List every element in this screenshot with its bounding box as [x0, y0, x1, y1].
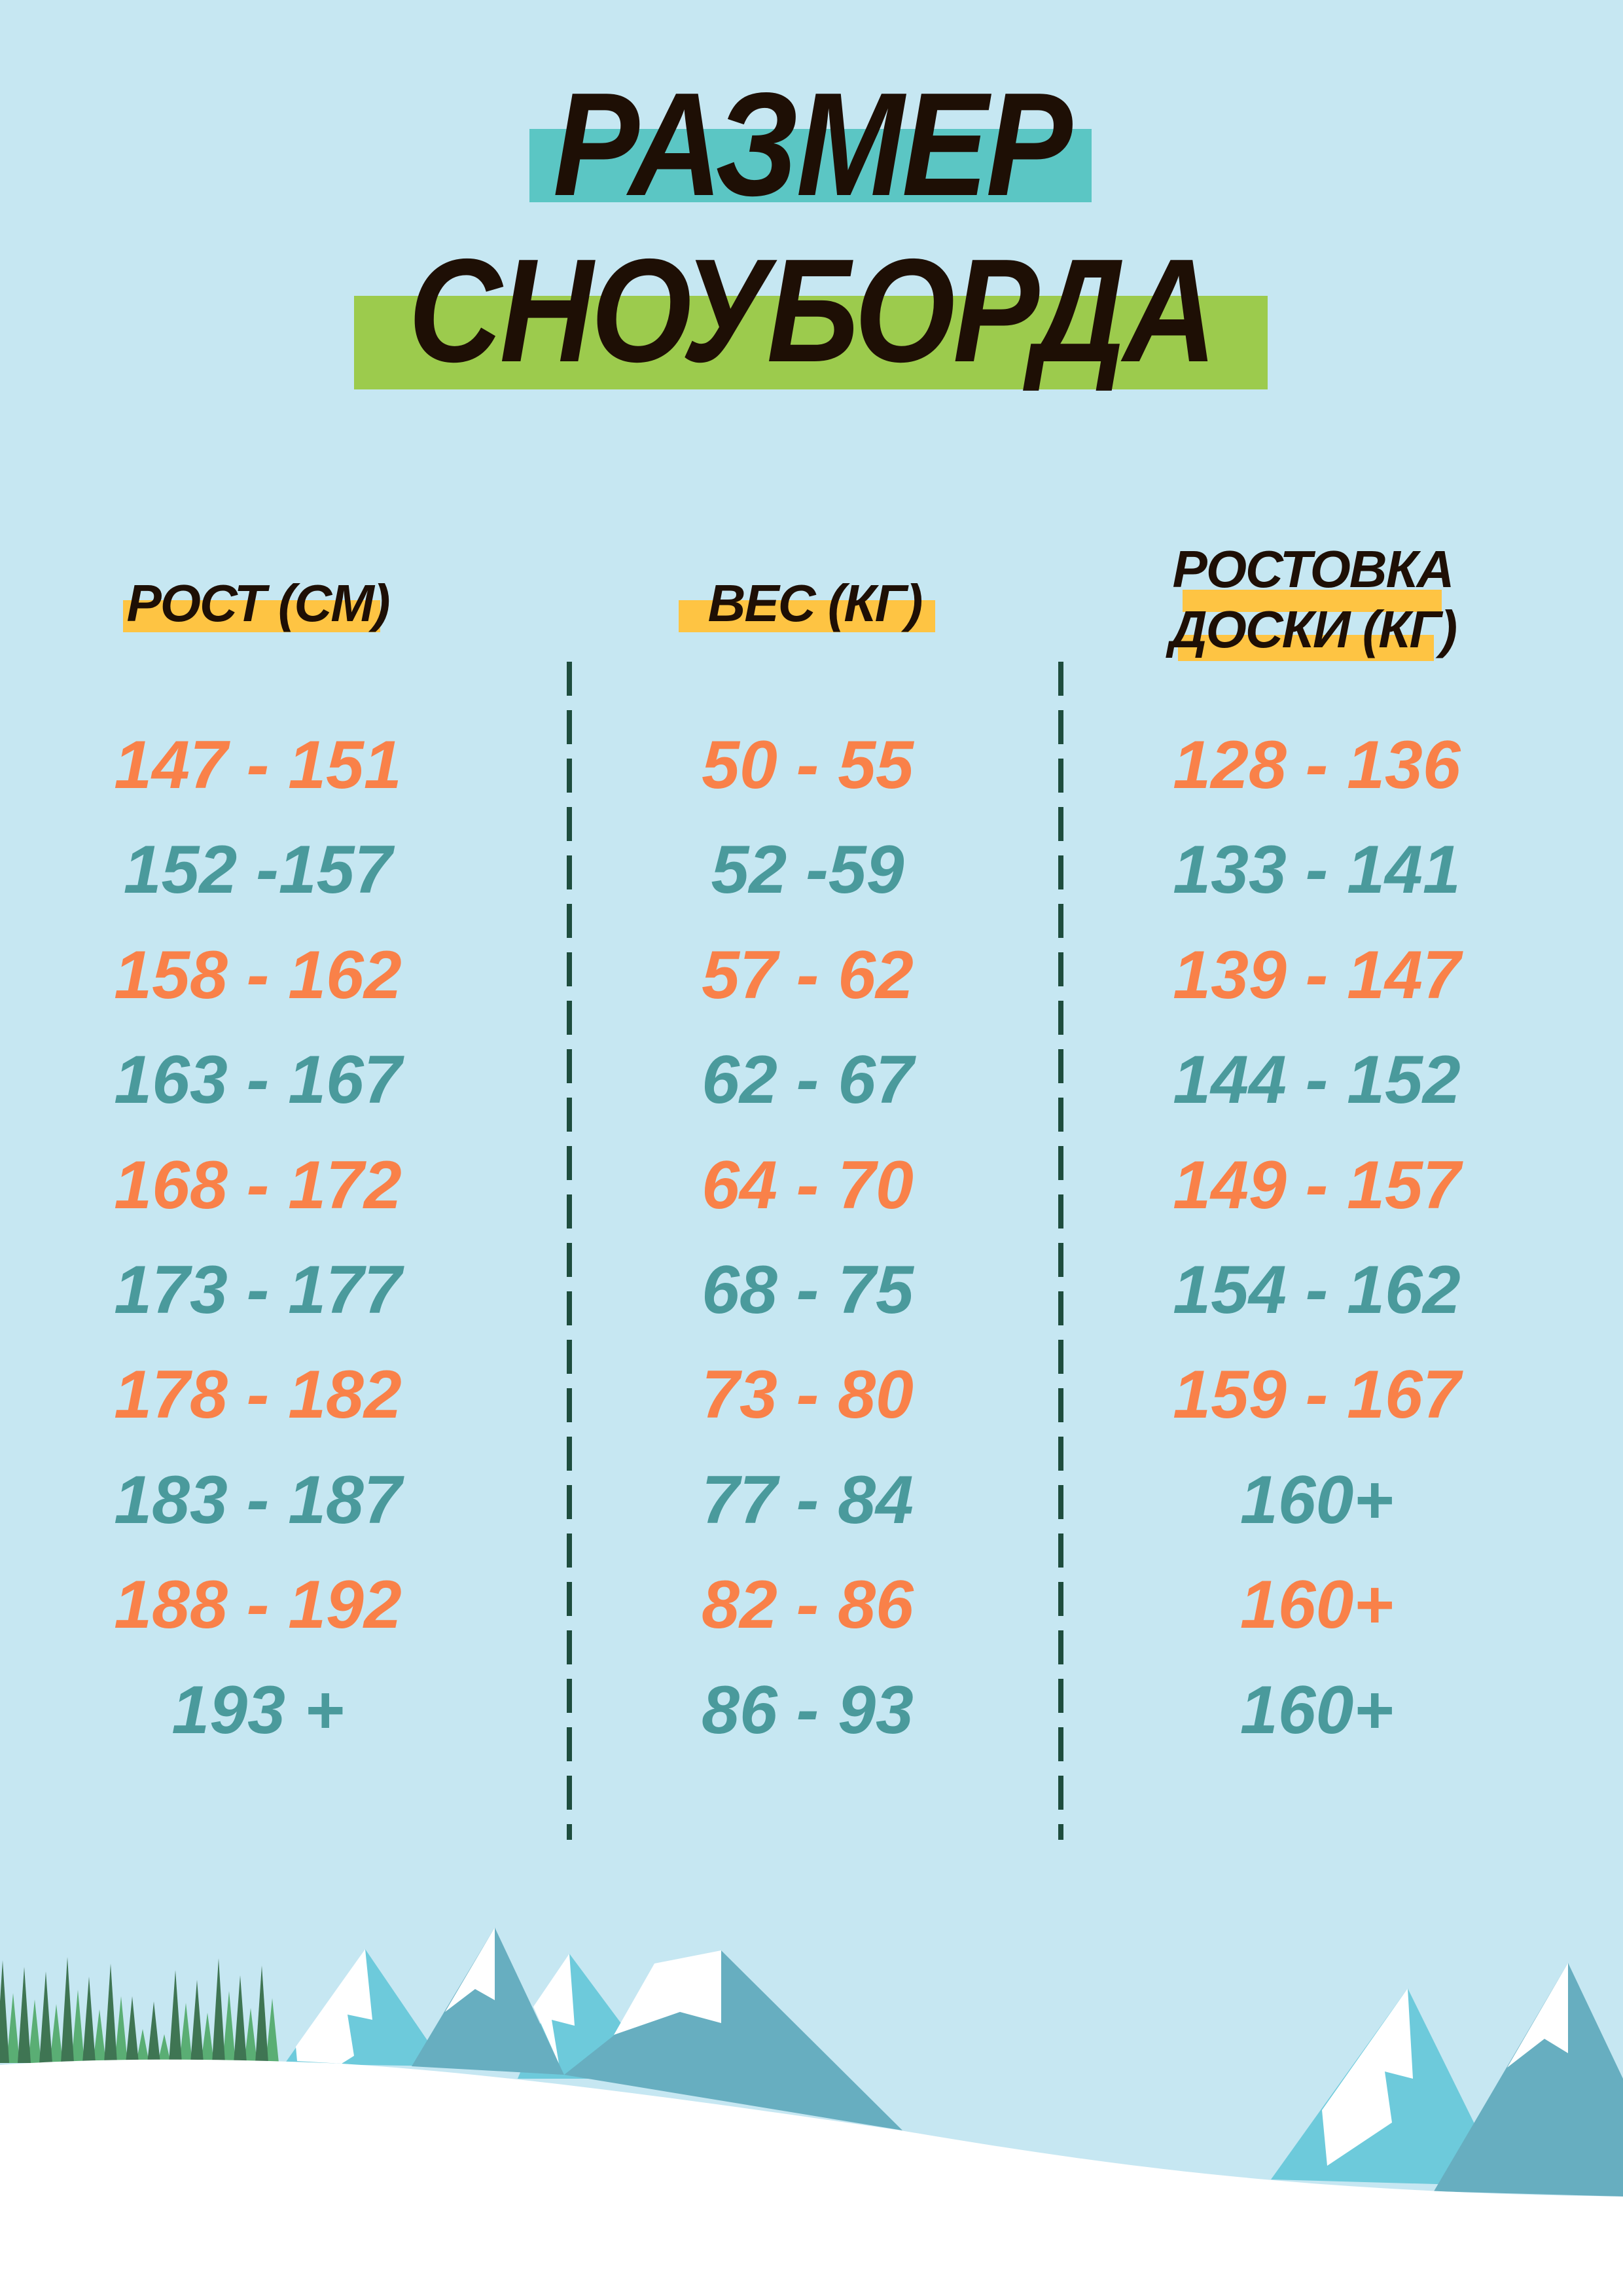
mountain	[1434, 1963, 1623, 2197]
tree	[82, 1977, 96, 2063]
header-highlight	[123, 600, 380, 632]
table-cell: 183 - 187	[114, 1462, 402, 1538]
table-cell: 149 - 157	[1173, 1147, 1461, 1223]
tree	[93, 2009, 106, 2063]
tree	[18, 1967, 31, 2063]
table-cell: 168 - 172	[114, 1147, 402, 1223]
tree	[190, 1980, 204, 2063]
weight-column: 50 - 55 52 -59 57 - 62 62 - 67 64 - 70 68 - 7…	[579, 723, 1037, 1773]
table-cell: 178 - 182	[114, 1357, 402, 1433]
table-cell: 163 - 167	[114, 1042, 402, 1119]
table-cell: 152 -157	[123, 832, 393, 908]
mountain-snow	[533, 1954, 575, 2064]
board-size-column: 128 - 136 133 - 141 139 - 147 144 - 152 149 …	[1088, 723, 1546, 1773]
table-cell: 86 - 93	[702, 1672, 914, 1748]
mountain-snow	[445, 1928, 495, 2012]
forest-trees	[0, 1957, 279, 2063]
tree	[28, 2000, 41, 2063]
column-divider	[567, 662, 572, 1840]
mountain-snow	[1322, 1988, 1413, 2166]
table-cell: 158 - 162	[114, 937, 402, 1013]
tree	[223, 1991, 236, 2063]
table-cell: 62 - 67	[702, 1042, 914, 1119]
board-size-header-line-1: РОСТОВКА	[1172, 540, 1454, 598]
tree	[201, 2013, 214, 2063]
height-column-header: РОСТ (СМ)	[126, 574, 390, 632]
table-cell: 133 - 141	[1173, 832, 1461, 908]
tree	[39, 1971, 52, 2063]
table-cell: 173 - 177	[114, 1251, 402, 1328]
tree	[158, 2034, 171, 2063]
tree	[104, 1964, 117, 2063]
table-cell: 82 - 86	[702, 1567, 914, 1643]
mountain-snow	[1507, 1963, 1568, 2068]
tree	[61, 1957, 74, 2063]
table-cell: 160+	[1240, 1462, 1394, 1538]
tree	[147, 2001, 160, 2063]
table-cell: 160+	[1240, 1567, 1394, 1643]
header-highlight	[679, 600, 935, 632]
board-size-header-line-2: ДОСКИ (КГ)	[1169, 600, 1457, 658]
table-cell: 73 - 80	[702, 1357, 914, 1433]
table-cell: 154 - 162	[1173, 1251, 1461, 1328]
tree	[71, 1990, 84, 2063]
table-cell: 77 - 84	[702, 1462, 914, 1538]
snow-ground	[0, 2059, 1623, 2296]
table-cell: 188 - 192	[114, 1567, 402, 1643]
table-cell: 144 - 152	[1173, 1042, 1461, 1119]
table-cell: 159 - 167	[1173, 1357, 1461, 1433]
tree	[126, 1996, 139, 2063]
tree	[7, 1993, 20, 2063]
title-highlight-green	[354, 296, 1268, 389]
title-line-1: РАЗМЕР	[552, 62, 1073, 226]
title-line-2: СНОУБОРДА	[408, 228, 1217, 393]
table-cell: 160+	[1240, 1672, 1394, 1748]
table-cell: 50 - 55	[702, 727, 914, 803]
tree	[266, 1998, 279, 2063]
mountain	[564, 1950, 902, 2130]
weight-column-header: ВЕС (КГ)	[707, 574, 923, 632]
header-highlight	[1183, 590, 1442, 612]
table-cell: 147 - 151	[114, 727, 402, 803]
mountain	[412, 1928, 564, 2075]
tree	[212, 1958, 225, 2063]
tree	[255, 1965, 268, 2063]
tree	[244, 2008, 257, 2063]
mountain-snow	[614, 1950, 721, 2035]
table-cell: 193 +	[171, 1672, 344, 1748]
table-cell: 57 - 62	[702, 937, 914, 1013]
tree	[169, 1970, 182, 2063]
tree	[179, 2003, 192, 2063]
table-cell: 64 - 70	[702, 1147, 914, 1223]
tree	[136, 2029, 149, 2063]
column-divider	[1058, 662, 1063, 1840]
tree	[234, 1975, 247, 2063]
table-cell: 128 - 136	[1173, 727, 1461, 803]
table-cell: 68 - 75	[702, 1251, 914, 1328]
header-highlight	[1178, 635, 1434, 661]
mountain-snow	[296, 1949, 372, 2064]
table-cell: 52 -59	[711, 832, 904, 908]
tree	[115, 1996, 128, 2063]
tree	[0, 1960, 9, 2063]
table-cell: 139 - 147	[1173, 937, 1461, 1013]
title-highlight-teal	[529, 129, 1092, 202]
height-column: 147 - 151 152 -157 158 - 162 163 - 167 168 -…	[29, 723, 487, 1773]
tree	[50, 2004, 63, 2063]
